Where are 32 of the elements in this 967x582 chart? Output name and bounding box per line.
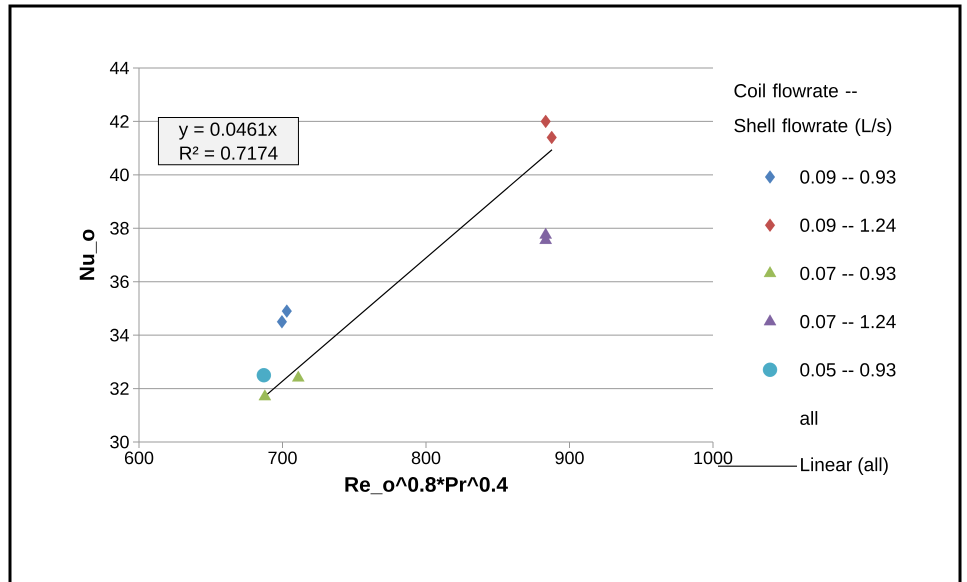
y-tick-label: 32 [110, 382, 129, 395]
y-tick-label: 44 [110, 62, 129, 74]
point [258, 389, 272, 400]
y-tick-label: 42 [110, 115, 129, 128]
point [276, 315, 287, 328]
point [292, 370, 305, 382]
annotation: y = 0.0461x [178, 122, 277, 140]
point [256, 368, 272, 382]
x-tick-label: 1000 [694, 452, 732, 464]
y-axis-title: Nu_o [80, 230, 97, 280]
point [540, 114, 551, 128]
x-tick-label: 900 [555, 452, 584, 464]
y-tick-label: 30 [110, 436, 129, 448]
legend-label: 0.09 -- 1.24 [800, 218, 896, 232]
y-tick-label: 36 [110, 275, 129, 288]
x-axis-title: Re_o^0.8*Pr^0.4 [345, 477, 508, 494]
text: all [800, 411, 818, 425]
legend-label: 0.05 -- 0.93 [800, 363, 896, 376]
legend-label: 0.09 -- 0.93 [800, 170, 896, 184]
x-tick-label: 800 [412, 452, 440, 464]
x-tick-label: 700 [268, 452, 297, 464]
legend-label: 0.07 -- 1.24 [800, 314, 896, 328]
y-tick-label: 40 [110, 168, 129, 182]
x-tick-label: 600 [124, 452, 154, 464]
point [546, 130, 557, 144]
annotation: R² = 0.7174 [180, 146, 278, 160]
legend-label: Linear (all) [801, 457, 888, 476]
legend-label: 0.07 -- 0.93 [800, 266, 896, 280]
y-tick-label: 38 [110, 222, 129, 235]
y-tick-label: 34 [110, 328, 129, 342]
legend-title: Coil flowrate -- Shell flowrate (L/s) [734, 84, 892, 136]
point [282, 304, 292, 318]
